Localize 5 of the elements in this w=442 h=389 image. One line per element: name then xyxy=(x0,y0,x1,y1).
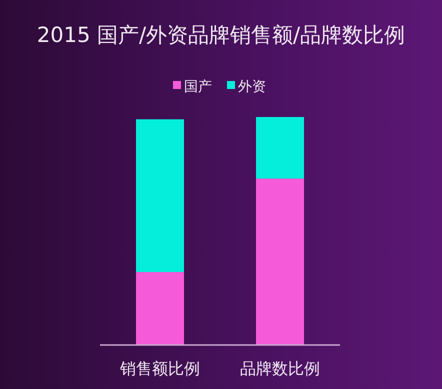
x-tick-label: 销售额比例 xyxy=(119,359,200,378)
legend-label: 外资 xyxy=(238,79,266,95)
chart-title: 2015 国产/外资品牌销售额/品牌数比例 xyxy=(36,23,406,47)
x-tick-label: 品牌数比例 xyxy=(240,359,320,378)
legend-label: 国产 xyxy=(184,79,212,95)
